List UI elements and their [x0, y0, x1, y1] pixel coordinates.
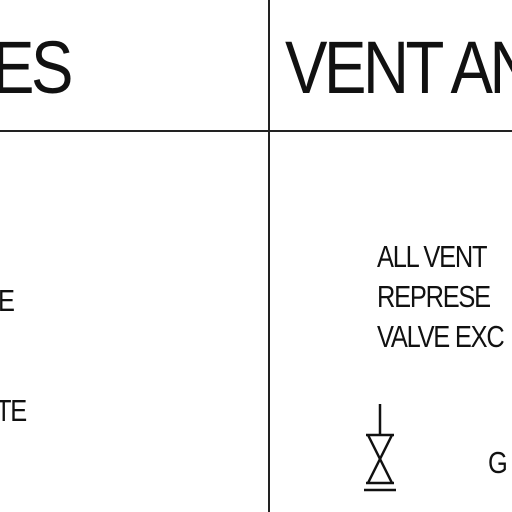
vent-note-line: VALVE EXC: [377, 319, 505, 354]
left-text-fragment: TE: [0, 393, 27, 428]
header-divider: [0, 130, 512, 132]
gate-valve-label: G: [488, 445, 508, 480]
left-text-fragment: E: [0, 282, 15, 320]
vent-note: ALL VENT REPRESE VALVE EXC: [377, 238, 512, 358]
gate-valve-icon: [364, 404, 396, 492]
vent-note-line: ALL VENT: [377, 239, 488, 274]
column-divider: [268, 0, 270, 512]
vent-note-line: REPRESE: [377, 279, 491, 314]
left-section-heading: ES: [0, 26, 73, 109]
vent-section-heading: VENT AN: [285, 26, 512, 109]
